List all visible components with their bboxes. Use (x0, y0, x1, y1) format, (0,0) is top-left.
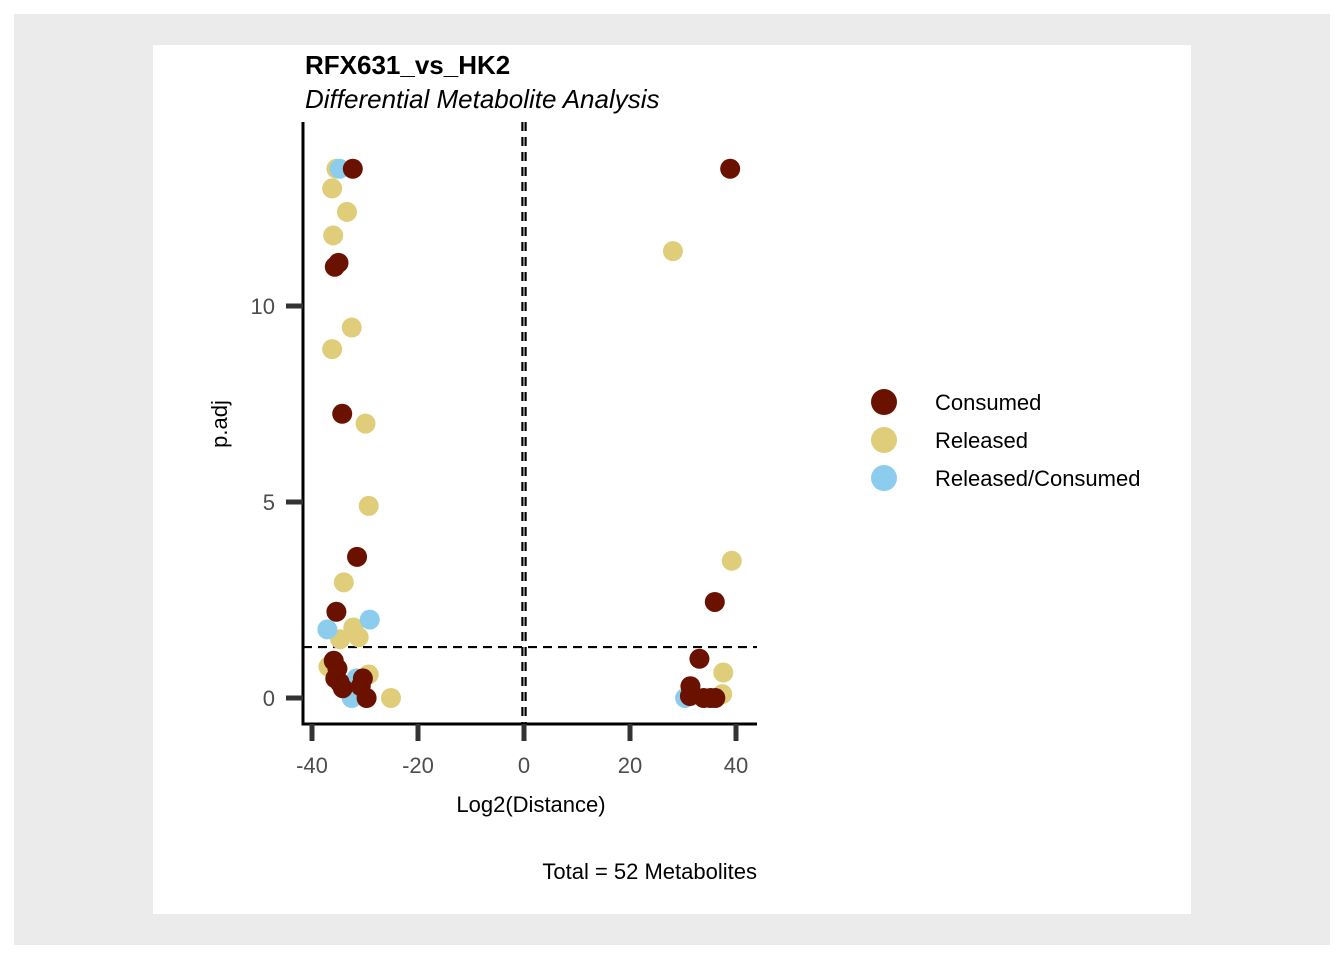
data-point-released (380, 688, 401, 708)
data-point-released (358, 495, 379, 516)
axes: -40 -20 0 20 40 0 5 10 (251, 122, 757, 778)
x-tick-label: -20 (402, 753, 434, 778)
data-point-consumed (347, 546, 368, 567)
data-point-released (348, 627, 369, 648)
data-point-consumed (705, 688, 726, 708)
data-point-consumed (689, 648, 710, 669)
data-point-released (333, 572, 354, 593)
y-tick-label: 5 (263, 490, 275, 515)
data-point-released-consumed (359, 609, 380, 630)
data-point-consumed (342, 158, 363, 179)
x-tick-label: -40 (296, 753, 328, 778)
data-point-released (341, 317, 362, 338)
data-point-released (336, 201, 357, 222)
x-tick-label: 20 (618, 753, 642, 778)
x-tick-label: 0 (518, 753, 530, 778)
data-point-consumed (332, 403, 353, 424)
data-point-released (721, 550, 742, 571)
data-point-released (713, 662, 734, 683)
legend: Consumed Released Released/Consumed (871, 389, 1140, 491)
y-tick-label: 10 (251, 294, 275, 319)
data-point-released (322, 178, 343, 199)
data-point-released-consumed (317, 619, 338, 640)
data-point-consumed (720, 158, 741, 179)
y-axis-label: p.adj (207, 400, 232, 448)
chart-caption: Total = 52 Metabolites (542, 859, 757, 884)
data-point-released (322, 339, 343, 360)
y-tick-label: 0 (263, 686, 275, 711)
data-point-consumed (356, 688, 377, 708)
data-point-consumed (324, 256, 345, 277)
data-points (317, 158, 742, 708)
chart-subtitle: Differential Metabolite Analysis (305, 84, 660, 114)
legend-key (871, 427, 897, 453)
legend-key (871, 389, 897, 415)
x-axis-label: Log2(Distance) (456, 792, 605, 817)
data-point-consumed (704, 591, 725, 612)
data-point-released (355, 413, 376, 434)
data-point-released (662, 241, 683, 262)
data-point-consumed (326, 601, 347, 622)
data-point-released (323, 225, 344, 246)
legend-label: Released (935, 428, 1028, 453)
reference-lines (303, 122, 757, 724)
chart-title: RFX631_vs_HK2 (305, 50, 510, 80)
legend-key (871, 465, 897, 491)
legend-label: Released/Consumed (935, 466, 1140, 491)
data-point-consumed (332, 678, 353, 699)
x-tick-label: 40 (724, 753, 748, 778)
legend-label: Consumed (935, 390, 1041, 415)
